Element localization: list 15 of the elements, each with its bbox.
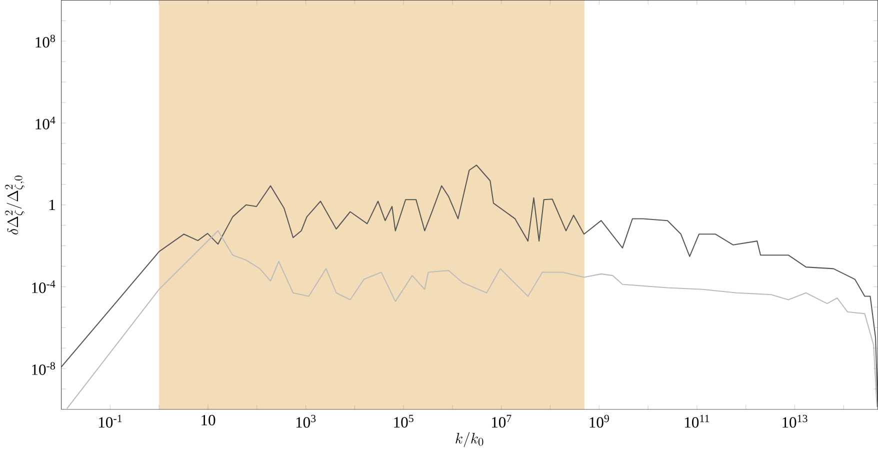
- y-tick-label: 10$^{4}$: [36, 116, 56, 130]
- x-tick-label: 10$^{9}$: [590, 414, 609, 428]
- y-tick-label: 10$^{-4}$: [32, 280, 56, 293]
- y-tick-label: 1: [50, 200, 55, 210]
- x-axis-title: $k/k_0$: [456, 432, 484, 447]
- y-axis-title: $\delta\Delta_\zeta^2/\Delta_{\zeta,0}^2$: [4, 176, 24, 234]
- x-tick-label: 10$^{7}$: [492, 414, 512, 428]
- y-tick-label: 10$^{-8}$: [32, 362, 55, 375]
- x-tick-label: 10$^{5}$: [394, 414, 414, 428]
- x-tick-label: 10$^{-1}$: [98, 414, 122, 428]
- x-tick-label: 10$^{11}$: [685, 414, 710, 428]
- y-tick-label: 10$^{8}$: [36, 34, 55, 48]
- x-tick-label: 10: [202, 414, 216, 426]
- x-tick-label: 10$^{13}$: [782, 414, 808, 428]
- x-tick-label: 10$^{3}$: [296, 414, 316, 428]
